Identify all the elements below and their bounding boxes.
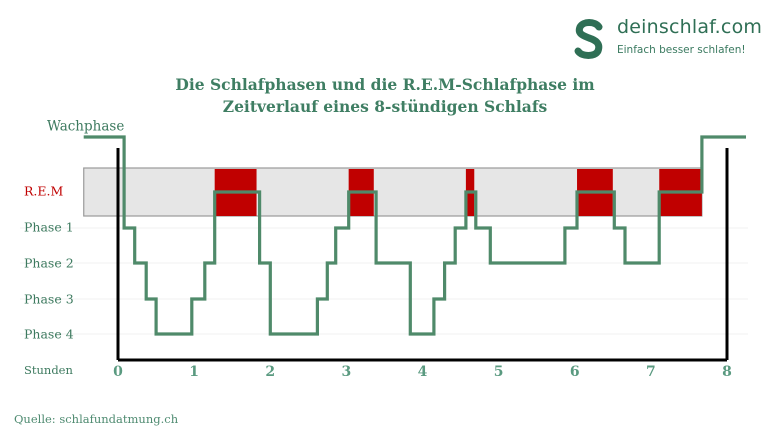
- x-tick-label: 5: [494, 364, 504, 380]
- sleep-stage-line-1: [83, 135, 746, 336]
- brand-logo[interactable]: deinschlaf.com Einfach besser schlafen!: [571, 14, 763, 64]
- x-axis-label: Stunden: [24, 363, 73, 377]
- level-label-phase-1: Phase 1: [24, 220, 74, 235]
- brand-name: deinschlaf.com: [617, 16, 763, 38]
- x-tick-label: 6: [570, 364, 580, 380]
- chart-title-line-1: Die Schlafphasen und die R.E.M-Schlafpha…: [175, 75, 595, 94]
- source-note: Quelle: schlafundatmung.ch: [14, 412, 179, 426]
- chart-title-line-2: Zeitverlauf eines 8-stündigen Schlafs: [222, 97, 548, 116]
- level-label-phase-3: Phase 3: [24, 292, 74, 307]
- chart-title: Die Schlafphasen und die R.E.M-Schlafpha…: [150, 74, 620, 118]
- level-label-wachphase: Wachphase: [47, 119, 124, 135]
- x-tick-label: 8: [722, 364, 732, 380]
- level-label-r-e-m: R.E.M: [24, 184, 63, 199]
- brand-tagline: Einfach besser schlafen!: [617, 44, 746, 56]
- logo-s-icon: [574, 19, 603, 59]
- x-tick-label: 7: [646, 364, 656, 380]
- level-label-phase-4: Phase 4: [24, 327, 74, 342]
- level-label-phase-2: Phase 2: [24, 256, 74, 271]
- x-tick-label: 3: [342, 364, 352, 380]
- x-tick-label: 1: [189, 364, 199, 380]
- x-tick-label: 2: [265, 364, 275, 380]
- x-tick-label: 0: [113, 364, 123, 380]
- x-tick-label: 4: [418, 364, 428, 380]
